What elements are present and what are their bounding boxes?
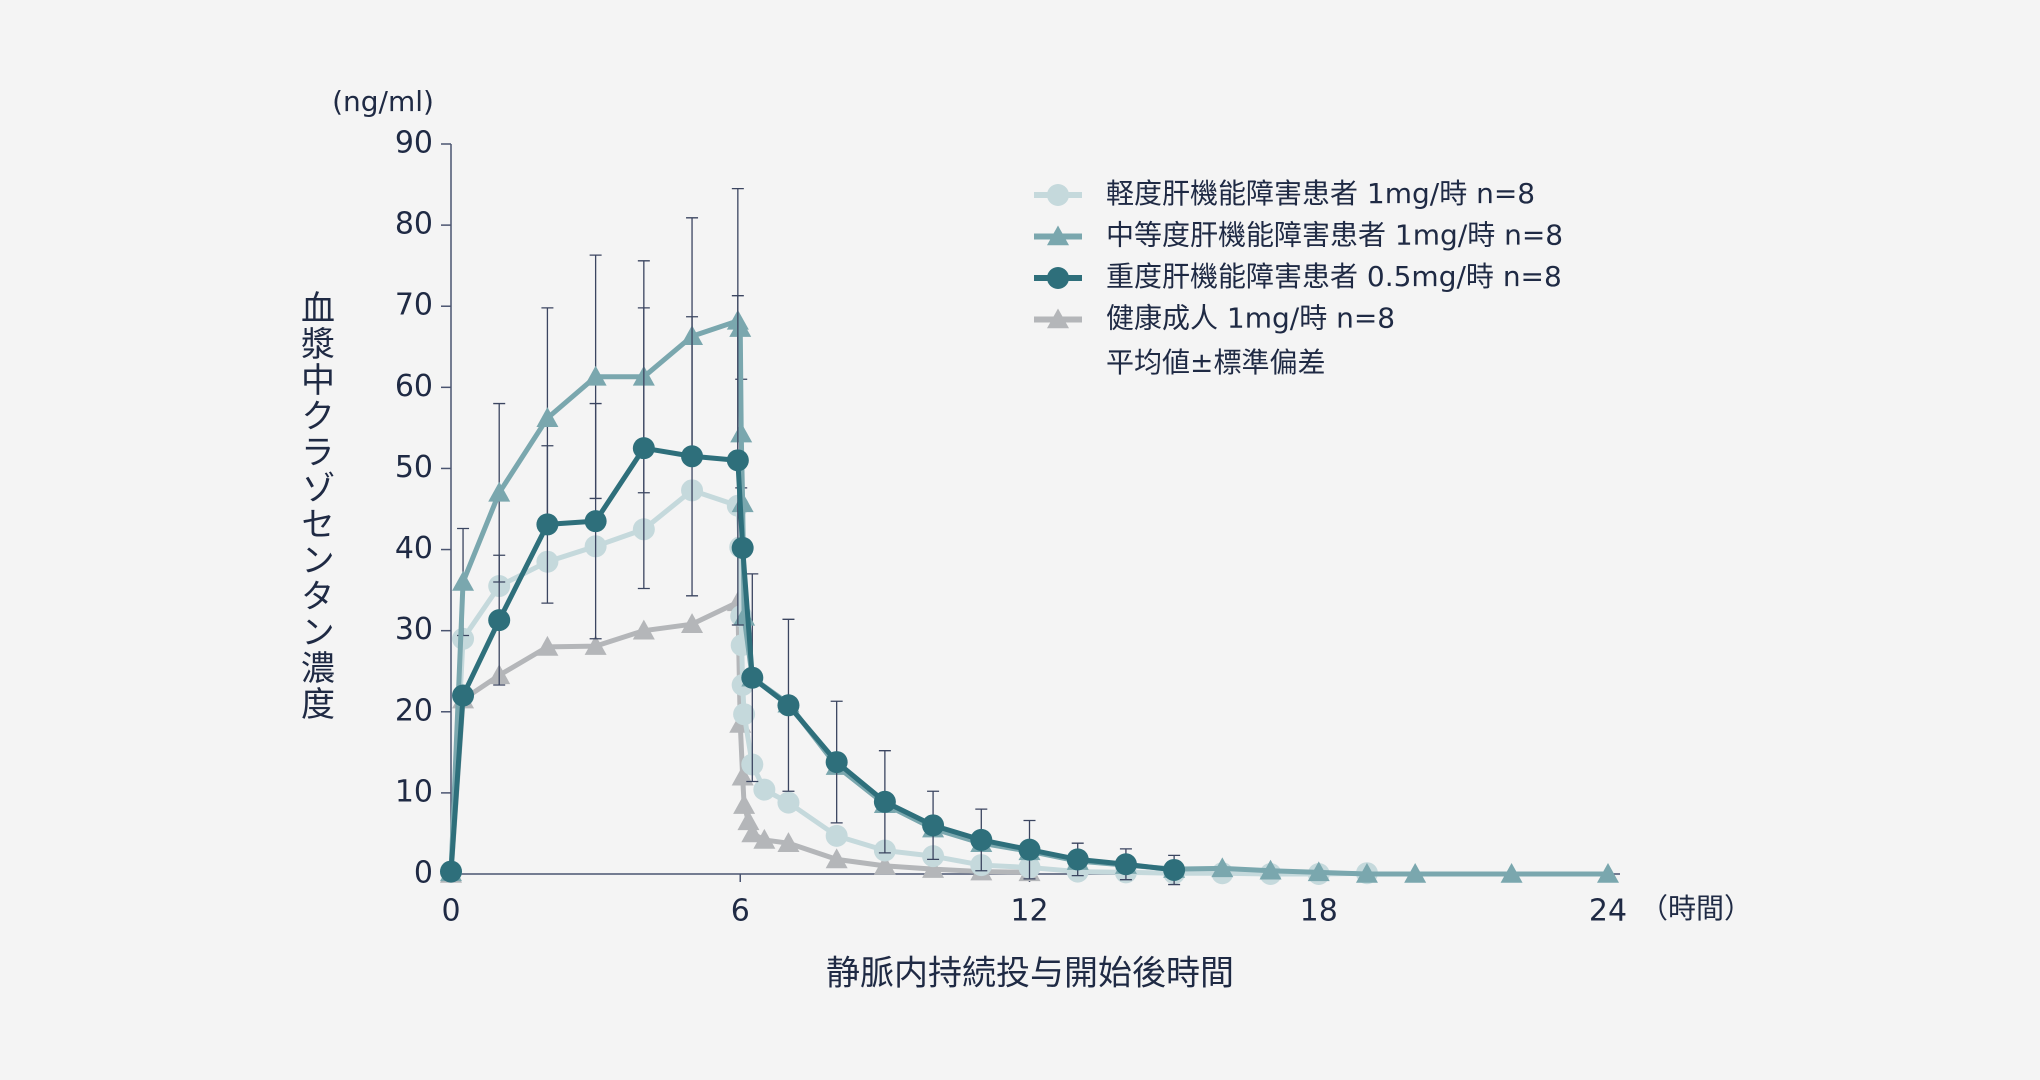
data-point (536, 407, 559, 427)
data-point (584, 365, 607, 386)
legend-marker (1047, 184, 1069, 206)
data-point (777, 832, 800, 852)
data-point (726, 449, 749, 472)
data-point (1307, 861, 1330, 882)
data-point (1597, 863, 1619, 883)
x-unit: （時間） (1640, 892, 1752, 925)
data-point (733, 703, 756, 726)
series-line (448, 445, 1175, 873)
y-tick-label: 60 (395, 369, 433, 404)
data-point (733, 794, 756, 814)
y-unit: (ng/ml) (332, 85, 434, 118)
y-tick-label: 50 (395, 450, 433, 485)
data-point (632, 619, 655, 640)
data-point (825, 848, 848, 869)
data-point (536, 635, 559, 656)
data-point (536, 513, 559, 536)
data-point (584, 510, 607, 533)
data-point (737, 810, 760, 831)
note: 平均値±標準偏差 (1106, 346, 1325, 379)
legend-label: 中等度肝機能障害患者 1mg/時 n=8 (1106, 219, 1563, 252)
y-tick-label: 10 (395, 774, 433, 809)
data-point (729, 317, 752, 337)
y-tick-label: 40 (395, 531, 433, 566)
data-point (777, 791, 800, 814)
data-point (632, 437, 655, 460)
data-point (1163, 858, 1186, 881)
data-point (681, 613, 704, 633)
legend-label: 軽度肝機能障害患者 1mg/時 n=8 (1106, 177, 1535, 210)
data-point (440, 860, 462, 883)
data-point (681, 445, 704, 468)
data-point (873, 854, 896, 875)
series-line (448, 599, 1030, 875)
data-point (488, 481, 511, 502)
data-point (753, 778, 776, 801)
data-point (741, 666, 764, 689)
data-point (873, 790, 896, 813)
legend-label: 健康成人 1mg/時 n=8 (1106, 302, 1395, 335)
data-point (1211, 857, 1234, 878)
data-point (741, 822, 764, 843)
data-point (1355, 863, 1378, 883)
data-point (753, 828, 776, 849)
data-point (731, 536, 754, 559)
legend-label: 重度肝機能障害患者 0.5mg/時 n=8 (1106, 260, 1562, 293)
x-tick-label: 24 (1589, 894, 1627, 929)
data-point (452, 684, 475, 707)
data-point (1018, 838, 1041, 861)
data-point (970, 828, 993, 851)
series-line (448, 487, 1368, 877)
data-point (730, 422, 753, 443)
data-point (731, 765, 754, 786)
data-point (1066, 848, 1089, 871)
y-axis-label: 血漿中クラゾセンタン濃度 (295, 290, 335, 722)
y-tick-label: 30 (395, 612, 433, 647)
x-tick-label: 0 (441, 894, 460, 929)
y-tick-label: 90 (395, 126, 433, 161)
y-tick-label: 70 (395, 288, 433, 323)
legend-marker (1047, 267, 1069, 289)
data-point (1114, 853, 1137, 876)
series-line (448, 318, 1608, 877)
data-point (1500, 863, 1523, 883)
x-tick-label: 12 (1010, 894, 1048, 929)
y-tick-label: 80 (395, 207, 433, 242)
x-tick-label: 18 (1300, 894, 1338, 929)
data-point (1404, 863, 1427, 883)
data-point (922, 814, 945, 837)
x-axis-label: 静脈内持続投与開始後時間 (826, 954, 1234, 994)
data-point (1259, 859, 1282, 880)
data-point (777, 694, 800, 717)
data-point (452, 571, 475, 591)
x-tick-label: 6 (731, 894, 750, 929)
legend-marker (1047, 225, 1069, 246)
data-point (825, 824, 848, 847)
y-tick-label: 0 (414, 856, 433, 891)
data-point (488, 609, 511, 632)
legend-marker (1047, 308, 1069, 329)
data-point (731, 492, 754, 513)
data-point (825, 751, 848, 774)
data-point (584, 635, 607, 655)
y-tick-label: 20 (395, 693, 433, 728)
data-point (922, 858, 945, 878)
